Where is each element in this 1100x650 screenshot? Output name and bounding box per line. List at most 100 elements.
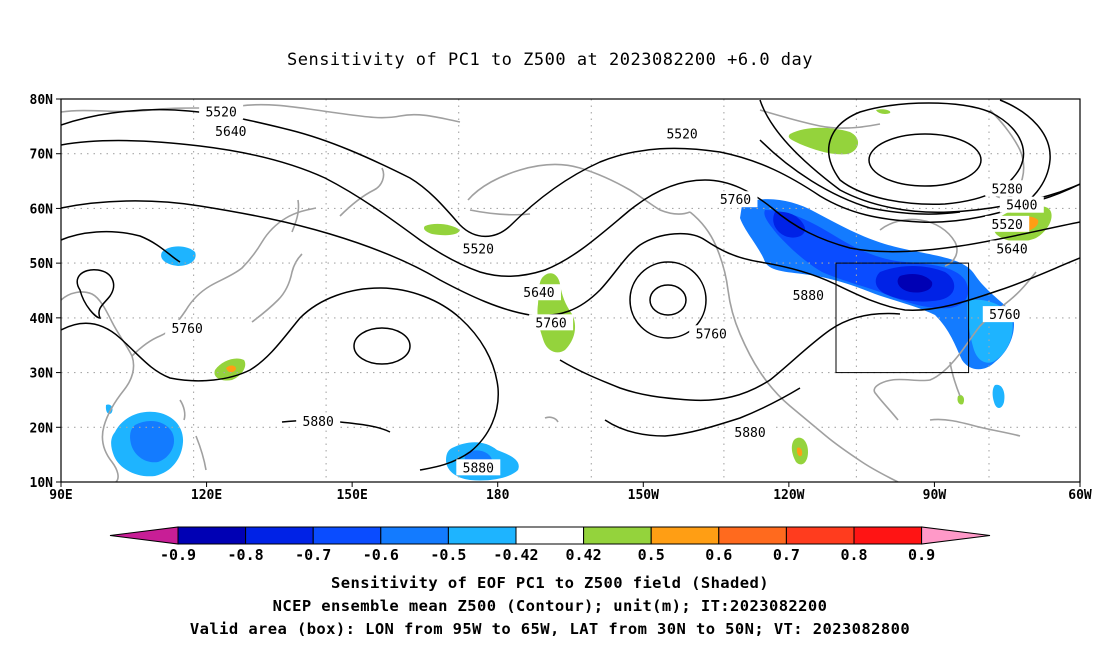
contour-label: 5880	[728, 423, 773, 441]
contour-label-bg	[208, 122, 253, 139]
contour-5280-low	[868, 133, 982, 187]
coastline-east-asia	[61, 291, 135, 482]
contour-label: 5400	[999, 196, 1044, 214]
contour-label-bg	[529, 314, 574, 331]
contour-label: 5760	[689, 325, 734, 342]
contour-label: 5760	[165, 319, 210, 337]
contour-label-text: 5520	[992, 218, 1023, 233]
contour-label-text: 5520	[205, 106, 236, 121]
lon-tick-label: 90W	[923, 488, 947, 503]
longitude-labels: 90E 120E 150E 180 150W 120W 90W 60W	[49, 488, 1092, 503]
colorbar-swatch	[785, 526, 855, 545]
contour-5760-closed-high-outer	[629, 261, 707, 339]
negative-region-south-china-core	[130, 420, 175, 463]
contour-label: 5760	[713, 191, 758, 208]
colorbar-label: 0.6	[705, 546, 732, 564]
lon-tick-label: 120E	[191, 488, 222, 503]
contour-label-bg	[199, 103, 244, 120]
positive-region-atlantic-small	[957, 395, 965, 405]
colorbar-swatch	[583, 526, 652, 545]
contour-label: 5760	[529, 314, 574, 331]
colorbar-label: -0.8	[228, 546, 264, 564]
colorbar-swatch	[718, 526, 787, 545]
contour-closed-high-west-pacific	[353, 327, 411, 365]
lat-tick-label: 30N	[30, 367, 54, 382]
colorbar-swatch	[515, 526, 585, 545]
contour-label-bg	[713, 191, 758, 208]
footer-line-contour: NCEP ensemble mean Z500 (Contour); unit(…	[272, 597, 828, 615]
plot-frame	[60, 98, 1081, 483]
contour-label-bg	[786, 286, 831, 303]
colorbar	[109, 526, 991, 545]
contour-5760-closed-high-inner	[649, 284, 687, 316]
coastline-hawaii	[544, 416, 559, 423]
coastline-hudson-bay	[879, 218, 958, 267]
latitude-labels: 80N 70N 60N 50N 40N 30N 20N 10N	[30, 93, 54, 491]
coastline-korea-china	[131, 207, 317, 357]
lat-tick-label: 60N	[30, 202, 54, 217]
contour-label-bg	[982, 306, 1027, 323]
contour-label-text: 5640	[215, 125, 246, 140]
coastline-na-east	[873, 271, 1037, 421]
contour-label-text: 5760	[720, 193, 751, 208]
coastline-philippines	[195, 435, 207, 471]
chart-title: Sensitivity of PC1 to Z500 at 2023082200…	[286, 50, 813, 70]
contour-label-bg	[728, 423, 773, 440]
contour-5880-east	[559, 312, 901, 402]
valid-area-box	[835, 262, 970, 374]
contour-labels: 5520 5640 5760 5880 5880 5520 5640 5760 5520 5760…	[165, 103, 1044, 476]
contour-5520-east	[759, 99, 1080, 214]
lat-tick-label: 70N	[30, 148, 54, 163]
contour-label-text: 5760	[172, 322, 203, 337]
contour-label-bg	[985, 215, 1030, 232]
contour-label: 5640	[208, 122, 253, 140]
contour-label-bg	[990, 240, 1035, 257]
contour-label: 5280	[985, 180, 1030, 197]
contour-5520-west	[61, 108, 1080, 238]
colorbar-swatch	[447, 526, 517, 545]
contour-label-text: 5280	[992, 182, 1023, 197]
positive-region-mexico-core	[796, 447, 803, 457]
negative-region-atlantic-spot	[992, 384, 1005, 408]
contour-label: 5640	[516, 284, 561, 301]
coastline-kamchatka	[339, 167, 385, 217]
contour-label: 5520	[456, 240, 501, 257]
contour-label: 5520	[199, 103, 244, 121]
contour-label-bg	[456, 240, 501, 257]
contour-label-bg	[985, 180, 1030, 197]
contour-label: 5760	[982, 306, 1027, 323]
negative-region-northwest-lobe	[773, 211, 806, 238]
lon-tick-label: 180	[486, 488, 510, 503]
colorbar-low-arrow	[109, 526, 179, 545]
contour-5760-main	[61, 200, 1080, 317]
negative-region-darkest	[897, 274, 933, 293]
contour-label-bg	[456, 459, 501, 476]
footer-line-valid-area: Valid area (box): LON from 95W to 65W, L…	[189, 620, 911, 638]
colorbar-swatch	[245, 526, 314, 545]
contour-label-text: 5520	[463, 242, 494, 257]
contour-5640-west	[61, 139, 1080, 278]
contour-label-bg	[165, 319, 210, 336]
shaded-sensitivity-fields	[105, 109, 1052, 481]
contour-label-text: 5640	[523, 286, 554, 301]
lat-tick-label: 40N	[30, 312, 54, 327]
coastlines	[61, 103, 1037, 482]
colorbar-label: 0.9	[908, 546, 935, 564]
z500-contours	[61, 99, 1080, 471]
colorbar-label: -0.7	[295, 546, 331, 564]
contour-label-text: 5400	[1006, 199, 1037, 214]
contour-label-text: 5880	[303, 415, 334, 430]
contour-label-bg	[516, 284, 561, 301]
coastline-siberia	[61, 103, 461, 123]
lat-tick-label: 20N	[30, 421, 54, 436]
contour-5400-low	[828, 102, 1025, 206]
positive-region-japan-south-core	[226, 365, 236, 373]
contour-label: 5880	[786, 286, 831, 304]
coastline-aleutians	[469, 209, 531, 216]
negative-region-north-pacific	[161, 246, 196, 266]
contour-label-bg	[660, 125, 705, 142]
contour-label-text: 5880	[793, 289, 824, 304]
colorbar-swatch	[853, 526, 923, 545]
lat-tick-label: 10N	[30, 476, 54, 491]
contour-label-bg	[689, 325, 734, 342]
